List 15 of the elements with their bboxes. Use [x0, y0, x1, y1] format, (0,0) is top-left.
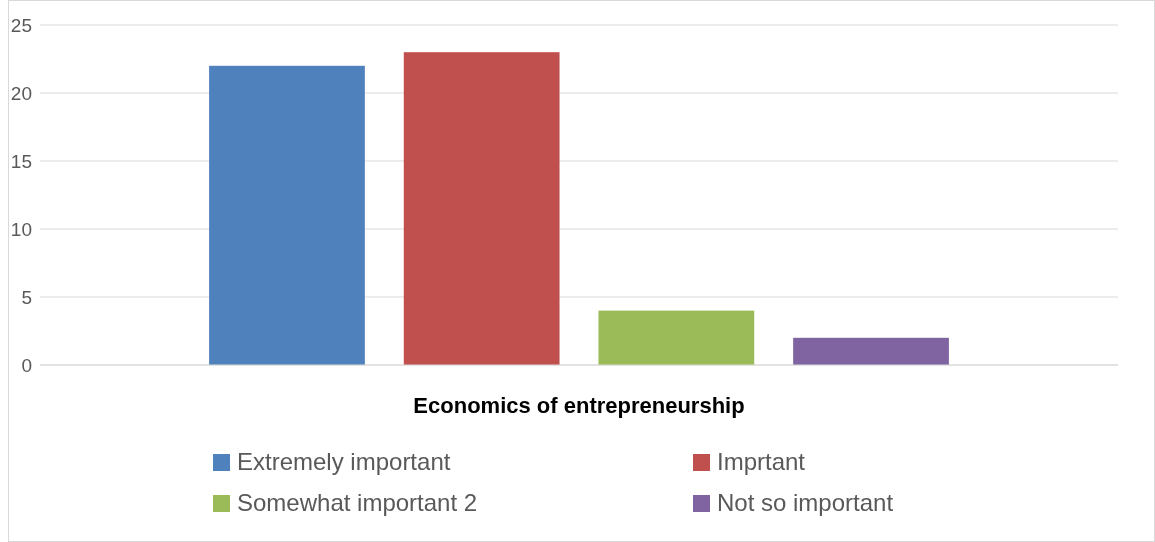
legend-label: Extremely important	[237, 448, 451, 475]
legend-label: Imprtant	[717, 448, 806, 475]
bar	[209, 65, 365, 365]
bar	[598, 310, 755, 365]
y-tick-label: 25	[10, 15, 32, 36]
legend-label: Not so important	[717, 489, 894, 516]
legend-label: Somewhat important 2	[237, 489, 478, 516]
y-tick-label: 0	[21, 355, 32, 376]
bar	[793, 337, 949, 365]
y-tick-label: 15	[10, 151, 32, 172]
y-tick-label: 10	[10, 219, 32, 240]
x-tick-label: Economics of entrepreneurship	[413, 393, 745, 418]
y-tick-label: 20	[10, 83, 32, 104]
y-tick-label: 5	[21, 287, 32, 308]
bar	[403, 52, 560, 365]
